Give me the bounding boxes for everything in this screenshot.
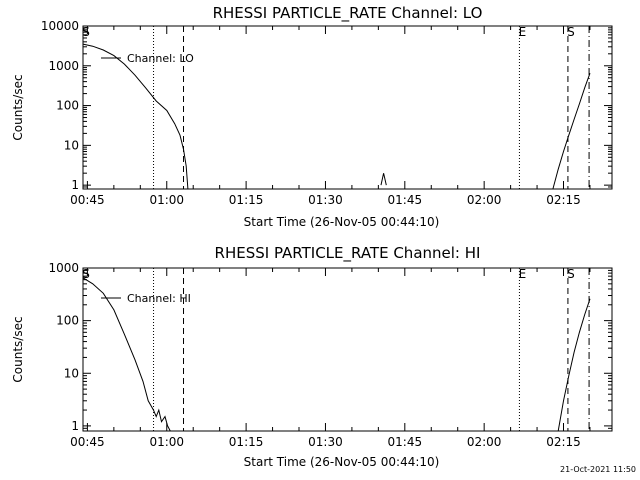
- y-axis-label: Counts/sec: [11, 74, 25, 140]
- x-tick-label: 01:30: [308, 193, 343, 207]
- x-tick-label: 01:30: [308, 435, 343, 449]
- series-line: [82, 43, 189, 190]
- x-tick-label: 01:15: [229, 435, 264, 449]
- timestamp-stamp: 21-Oct-2021 11:50: [560, 465, 636, 474]
- x-axis-label: Start Time (26-Nov-05 00:44:10): [244, 215, 440, 229]
- series-line: [82, 277, 171, 432]
- plot-frame: [82, 25, 613, 190]
- series-line: [380, 173, 387, 186]
- event-marker-label: S: [82, 25, 90, 39]
- event-marker-label: E: [519, 267, 527, 281]
- x-tick-label: 01:45: [388, 193, 423, 207]
- event-marker-label: S: [82, 267, 90, 281]
- x-tick-label: 00:45: [70, 435, 105, 449]
- y-tick-label: 10000: [41, 19, 79, 33]
- x-tick-label: 00:45: [70, 193, 105, 207]
- x-tick-label: 01:45: [388, 435, 423, 449]
- y-tick-label: 100: [56, 99, 79, 113]
- event-marker-label: S: [567, 267, 575, 281]
- y-tick-label: 1000: [48, 59, 79, 73]
- legend-label: Channel: HI: [127, 292, 191, 305]
- y-tick-label: 10: [64, 138, 79, 152]
- series-line: [557, 298, 591, 432]
- legend-label: Channel: LO: [127, 52, 194, 65]
- y-tick-label: 1000: [48, 261, 79, 275]
- series-line: [552, 73, 591, 190]
- event-marker-label: E: [519, 25, 527, 39]
- x-tick-label: 02:15: [546, 193, 581, 207]
- event-marker-label: S: [567, 25, 575, 39]
- x-tick-label: 01:00: [149, 435, 184, 449]
- y-axis-label: Counts/sec: [11, 316, 25, 382]
- lo-channel-panel: RHESSI PARTICLE_RATE Channel: LO 1 10 100 10…: [11, 4, 613, 229]
- x-axis-label: Start Time (26-Nov-05 00:44:10): [244, 455, 440, 469]
- y-tick-label: 1: [71, 178, 79, 192]
- chart-title: RHESSI PARTICLE_RATE Channel: LO: [213, 4, 483, 23]
- x-tick-label: 02:00: [467, 193, 502, 207]
- y-tick-label: 100: [56, 314, 79, 328]
- x-tick-label: 01:15: [229, 193, 264, 207]
- y-tick-label: 10: [64, 366, 79, 380]
- x-tick-label: 02:15: [546, 435, 581, 449]
- hi-channel-panel: RHESSI PARTICLE_RATE Channel: HI 1 10 100 10…: [11, 244, 613, 469]
- y-tick-label: 1: [71, 419, 79, 433]
- chart-title: RHESSI PARTICLE_RATE Channel: HI: [215, 244, 481, 263]
- x-tick-label: 02:00: [467, 435, 502, 449]
- x-tick-label: 01:00: [149, 193, 184, 207]
